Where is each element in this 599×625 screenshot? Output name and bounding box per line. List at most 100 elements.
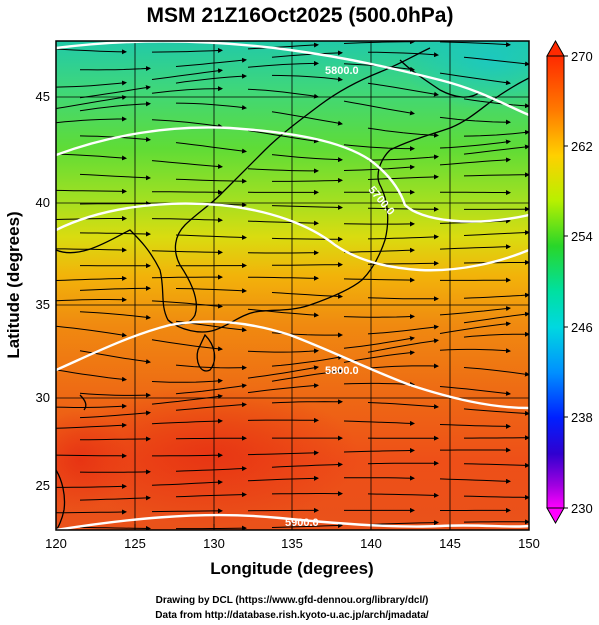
streamline [247,308,319,318]
colorbar-top-arrow [546,39,565,57]
streamline [175,57,247,67]
x-tick-label: 145 [439,536,461,551]
streamline [247,348,319,354]
streamline [343,314,415,320]
streamline [272,177,343,183]
streamline [175,466,247,472]
figure-title: MSM 21Z16Oct2025 (500.0hPa) [147,4,454,27]
streamline [343,277,415,283]
streamline [367,492,439,498]
streamline [343,100,415,116]
streamline [271,111,343,126]
x-tick-labels: 120 125 130 135 140 145 150 [45,536,540,551]
streamline [439,139,511,149]
streamline [368,51,439,58]
streamline [56,509,127,515]
streamline [439,386,511,396]
streamline [367,234,439,240]
streamline [343,144,415,152]
streamline [247,450,319,456]
streamline [463,172,529,178]
streamline [343,420,415,426]
streamline [56,453,127,459]
streamline [79,525,151,530]
streamline [151,378,223,384]
streamline [175,492,247,498]
x-axis-ticks [55,524,530,530]
streamline [463,494,529,500]
streamline [367,82,439,97]
streamline [463,259,529,265]
streamline [56,483,127,489]
streamline [367,206,439,212]
streamline [271,74,343,82]
streamline [79,231,151,237]
streamline [343,336,415,349]
y-tick-label: 30 [36,390,50,405]
streamline [56,188,127,194]
streamline [151,249,223,255]
plot-area: 5800.0 5700.0 5800.0 5900.0 [56,41,529,530]
streamline [56,216,127,221]
streamline [439,306,511,316]
streamline [247,168,319,174]
x-axis-label: Longitude (degrees) [210,559,373,578]
colorbar-bottom-arrow [546,507,565,525]
streamline [463,367,529,377]
streamline [152,452,223,458]
streamline [271,355,343,367]
streamline [272,262,343,268]
streamline [56,48,127,55]
streamline [463,230,529,236]
streamline [343,41,415,45]
streamline [56,116,127,124]
streamline [79,66,151,72]
streamline [79,101,151,112]
contour-label-3: 5800.0 [325,365,359,377]
streamline [151,119,223,129]
streamline [367,338,439,353]
streamline [439,157,511,166]
x-tick-label: 150 [518,536,540,551]
streamline [175,234,247,240]
colorbar: 270 262 254 246 238 230 [546,39,593,525]
streamline [439,72,511,86]
streamline [463,129,529,137]
streamline [175,73,247,84]
streamline [271,399,343,405]
streamline [56,95,127,109]
y-tick-label: 45 [36,89,50,104]
streamline [343,350,415,363]
streamline [439,423,511,429]
streamline [151,508,223,514]
streamline [439,348,511,354]
streamline [463,144,529,155]
streamline [463,331,529,338]
y-tick-label: 25 [36,478,50,493]
streamline [367,460,439,466]
streamline [151,160,223,169]
streamline [247,42,319,50]
streamline [271,204,343,210]
streamline [79,495,151,501]
streamline [463,462,529,468]
streamline [271,368,343,382]
streamline [151,86,223,94]
streamline [56,369,127,382]
streamline [151,393,223,405]
streamline [247,365,319,379]
streamline [463,408,529,416]
streamline [343,447,415,453]
streamline [151,68,223,80]
streamline [367,174,439,180]
y-tick-labels: 25 30 35 40 45 [36,89,50,493]
coastlines [56,47,529,530]
streamline [175,142,247,154]
streamline [439,116,511,125]
streamline [56,325,127,338]
height-contours [56,41,529,530]
streamline [176,525,247,530]
streamline [56,422,127,429]
streamline [271,522,343,528]
